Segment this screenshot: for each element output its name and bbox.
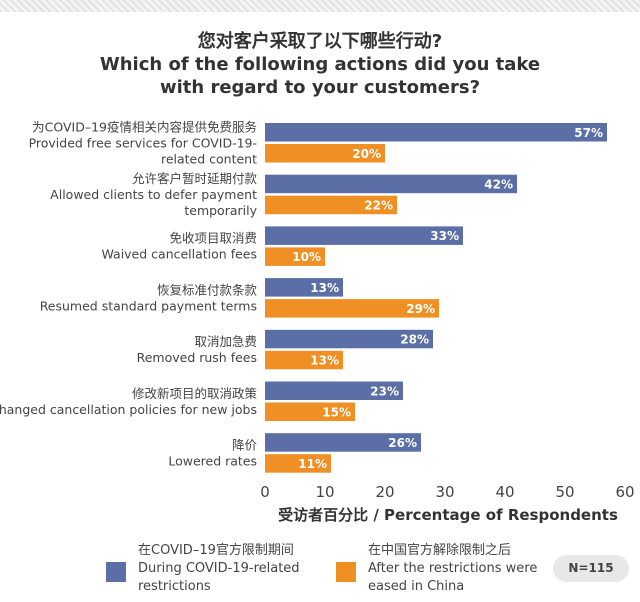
x-tick-label-5: 50	[555, 483, 574, 501]
legend-swatch-during	[106, 562, 126, 582]
bar-during-5	[265, 381, 403, 400]
category-label-3-line-1: Resumed standard payment terms	[40, 298, 257, 313]
legend-label-during: 在COVID–19官方限制期间 During COVID-19-related …	[138, 543, 300, 594]
category-label-2-line-1: Waived cancellation fees	[101, 247, 257, 262]
chart-title: 您对客户采取了以下哪些行动? Which of the following ac…	[0, 30, 640, 99]
x-tick-label-3: 30	[435, 483, 454, 501]
legend-label-after: 在中国官方解除限制之后 After the restrictions were …	[368, 543, 538, 594]
legend-swatch-after	[336, 562, 356, 582]
category-label-3-line-0: 恢复标准付款条款	[157, 282, 258, 297]
category-label-0-line-1: Provided free services for COVID-19-	[29, 135, 257, 150]
category-label-4-line-0: 取消加急费	[194, 334, 257, 349]
category-label-6-line-0: 降价	[232, 437, 258, 452]
data-label-after-3: 29%	[406, 302, 435, 316]
data-label-during-5: 23%	[370, 384, 399, 398]
data-label-after-6: 11%	[298, 457, 327, 471]
data-label-after-4: 13%	[310, 354, 339, 368]
data-label-during-1: 42%	[484, 177, 513, 191]
category-label-5-line-0: 修改新项目的取消政策	[132, 386, 258, 401]
decorative-top-strip	[0, 0, 640, 12]
chart-title-chinese: 您对客户采取了以下哪些行动?	[197, 31, 443, 52]
bar-during-3	[265, 278, 343, 297]
data-label-after-5: 15%	[322, 405, 351, 419]
data-label-during-0: 57%	[574, 126, 603, 140]
bar-during-0	[265, 123, 607, 142]
bar-after-3	[265, 299, 439, 318]
bar-after-6	[265, 454, 331, 473]
x-tick-label-4: 40	[495, 483, 514, 501]
x-axis-title: 受访者百分比 / Percentage of Respondents	[278, 506, 618, 524]
category-label-4-line-1: Removed rush fees	[137, 350, 257, 365]
data-label-during-4: 28%	[400, 333, 429, 347]
chart-title-english-line1: Which of the following actions did you t…	[99, 54, 541, 75]
bar-after-1	[265, 195, 397, 215]
bar-during-1	[265, 174, 517, 194]
sample-size-badge: N=115	[553, 555, 629, 582]
category-label-0-line-0: 为COVID–19疫情相关内容提供免费服务	[32, 119, 257, 134]
category-label-2-line-0: 免收项目取消费	[169, 231, 257, 246]
data-label-during-6: 26%	[388, 436, 417, 450]
bar-after-2	[265, 247, 325, 266]
chart-title-english-line2: with regard to your customers?	[159, 77, 481, 98]
category-label-1-line-2: temporarily	[184, 203, 257, 218]
category-label-0-line-2: related content	[161, 151, 257, 166]
bar-during-6	[265, 433, 421, 452]
category-label-5-line-1: Changed cancellation policies for new jo…	[0, 402, 257, 417]
data-label-after-2: 10%	[292, 250, 321, 264]
bar-during-2	[265, 226, 463, 245]
data-label-during-3: 13%	[310, 281, 339, 295]
data-label-after-1: 22%	[364, 198, 393, 212]
x-tick-label-6: 60	[615, 483, 634, 501]
data-label-during-2: 33%	[430, 229, 459, 243]
x-tick-label-1: 10	[315, 483, 334, 501]
category-label-1-line-1: Allowed clients to defer payment	[50, 187, 257, 202]
bar-during-4	[265, 329, 433, 349]
category-label-6-line-1: Lowered rates	[168, 453, 257, 468]
x-tick-label-0: 0	[260, 483, 270, 501]
category-label-1-line-0: 允许客户暂时延期付款	[132, 171, 258, 186]
x-tick-label-2: 20	[375, 483, 394, 501]
bar-after-4	[265, 350, 343, 370]
data-label-after-0: 20%	[352, 147, 381, 161]
bar-after-5	[265, 402, 355, 421]
bar-after-0	[265, 144, 385, 163]
